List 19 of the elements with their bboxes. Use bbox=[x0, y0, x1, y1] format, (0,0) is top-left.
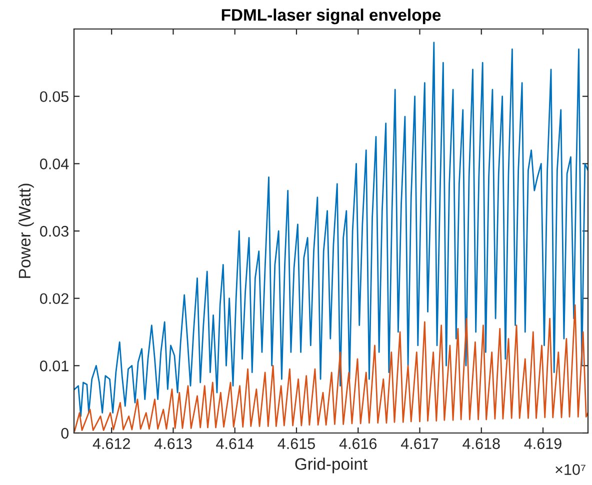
chart-title: FDML-laser signal envelope bbox=[222, 8, 441, 24]
x-tick-label: 4.617 bbox=[400, 438, 438, 450]
x-tick-label: 4.612 bbox=[92, 438, 130, 450]
text: ×10⁷ bbox=[556, 464, 586, 475]
y-tick-label: 0.02 bbox=[40, 293, 68, 304]
x-tick-label: 4.618 bbox=[462, 438, 500, 450]
y-tick-label: 0.03 bbox=[40, 226, 68, 237]
line-series bbox=[74, 42, 588, 417]
y-tick-label: 0.05 bbox=[40, 91, 68, 102]
x-tick-label: 4.614 bbox=[216, 438, 254, 450]
x-axis-title: Grid-point bbox=[295, 458, 368, 474]
y-tick-label: 0.04 bbox=[40, 158, 69, 170]
y-tick-label: 0 bbox=[61, 428, 69, 439]
y-tick-label: 0.01 bbox=[40, 360, 68, 372]
x-tick-label: 4.619 bbox=[524, 438, 562, 450]
x-tick-label: 4.615 bbox=[278, 438, 315, 450]
x-tick-label: 4.613 bbox=[154, 438, 192, 450]
x-tick-label: 4.616 bbox=[339, 438, 377, 450]
y-axis-title: Power (Watt) bbox=[18, 184, 34, 278]
